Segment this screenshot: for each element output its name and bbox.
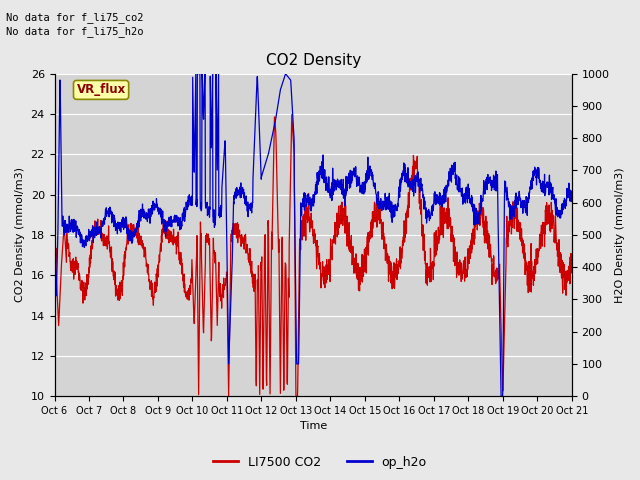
- Text: VR_flux: VR_flux: [76, 84, 125, 96]
- Title: CO2 Density: CO2 Density: [266, 53, 361, 68]
- Legend: LI7500 CO2, op_h2o: LI7500 CO2, op_h2o: [209, 451, 431, 474]
- Text: No data for f_li75_co2: No data for f_li75_co2: [6, 12, 144, 23]
- Y-axis label: H2O Density (mmol/m3): H2O Density (mmol/m3): [615, 167, 625, 303]
- Text: No data for f_li75_h2o: No data for f_li75_h2o: [6, 26, 144, 37]
- X-axis label: Time: Time: [300, 421, 327, 432]
- Y-axis label: CO2 Density (mmol/m3): CO2 Density (mmol/m3): [15, 168, 25, 302]
